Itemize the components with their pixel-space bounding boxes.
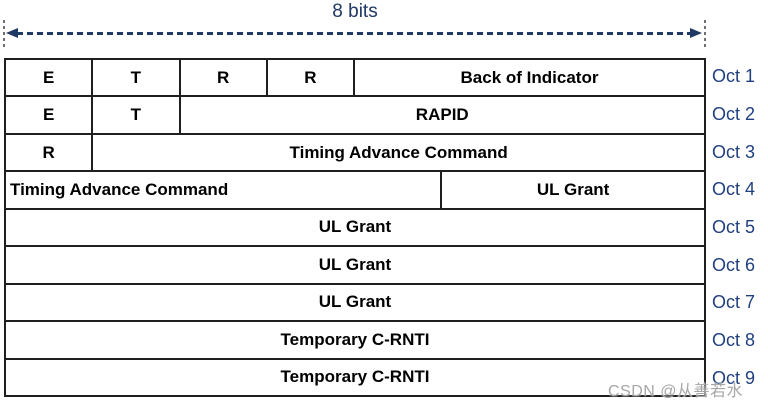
field-cell: Temporary C-RNTI xyxy=(280,329,430,349)
octet-row: E T RAPID xyxy=(6,97,704,135)
octet-label: Oct 5 xyxy=(712,217,756,238)
octet-label: Oct 2 xyxy=(712,104,756,124)
octet-label: Oct 6 xyxy=(712,254,756,275)
field-cell: R xyxy=(268,60,355,96)
octet-table: E T R R Back of Indicator E T RAPID R Timing Adva… xyxy=(4,58,706,397)
field-cell: Temporary C-RNTI xyxy=(280,367,430,387)
right-extent-dashed-line xyxy=(704,20,706,50)
octet-label: Oct 7 xyxy=(712,292,756,313)
field-cell: UL Grant xyxy=(318,217,392,237)
field-cell: RAPID xyxy=(415,105,469,125)
octet-label-column: Oct 1 Oct 2 Oct 3 Oct 4 Oct 5 Oct 6 Oct 7 Oct 8… xyxy=(712,58,768,397)
left-extent-dashed-line xyxy=(3,20,5,50)
field-cell: E xyxy=(6,97,94,133)
octet-label: Oct 4 xyxy=(712,179,756,200)
field-cell: UL Grant xyxy=(318,254,392,274)
octet-row: UL Grant xyxy=(6,210,704,248)
field-cell: T xyxy=(93,97,181,133)
octet-row: UL Grant xyxy=(6,285,704,323)
octet-row: Temporary C-RNTI xyxy=(6,360,704,395)
arrow-left-head-icon xyxy=(6,28,18,38)
octet-label: Oct 9 xyxy=(712,367,756,388)
octet-label: Oct 3 xyxy=(712,141,756,162)
octet-row: Temporary C-RNTI xyxy=(6,322,704,360)
watermark: CSDN @从善若水 xyxy=(608,383,744,400)
field-cell: R xyxy=(181,60,268,96)
octet-label: Oct 8 xyxy=(712,330,756,351)
octet-row: R Timing Advance Command xyxy=(6,134,704,173)
octet-label: Oct 1 xyxy=(712,66,756,87)
field-cell: R xyxy=(6,134,94,171)
field-cell: E xyxy=(6,60,94,96)
field-cell: T xyxy=(93,60,181,96)
octet-row: Timing Advance Command UL Grant xyxy=(6,172,704,210)
bits-width-label: 8 bits xyxy=(332,1,378,22)
field-cell: Timing Advance Command xyxy=(6,172,443,208)
width-arrow-dashed-line xyxy=(17,32,691,35)
octet-row: UL Grant xyxy=(6,247,704,285)
field-cell: UL Grant xyxy=(318,292,392,312)
field-cell: Timing Advance Command xyxy=(289,142,508,162)
field-cell: UL Grant xyxy=(536,180,610,200)
field-cell: Back of Indicator xyxy=(460,67,599,87)
octet-row: E T R R Back of Indicator xyxy=(6,60,704,98)
arrow-right-head-icon xyxy=(690,28,702,38)
